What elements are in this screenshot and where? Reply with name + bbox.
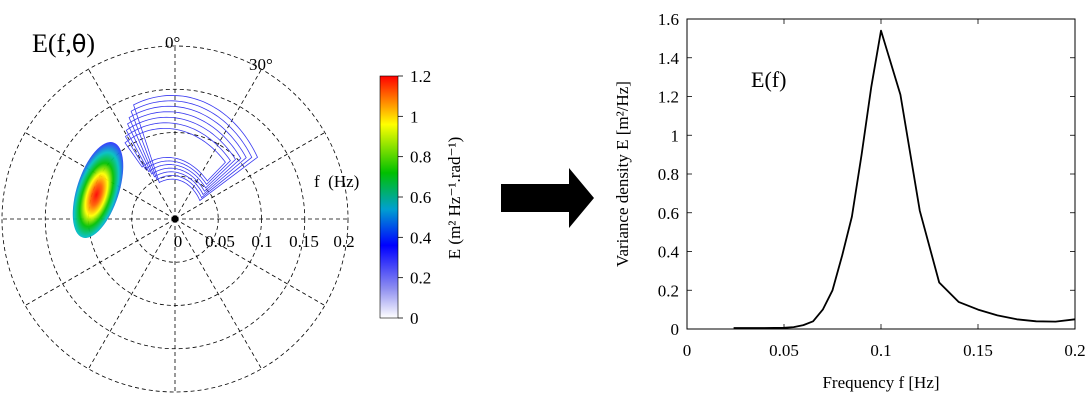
y-tick-label: 0.8 — [658, 165, 679, 184]
spectrum-contour — [130, 100, 253, 199]
spectrum-contour — [127, 111, 242, 192]
radial-tick-0: 0 — [174, 232, 183, 251]
spectrum-contour — [124, 127, 226, 182]
polar-spoke — [174, 218, 326, 306]
radial-tick-01: 0.1 — [251, 232, 272, 251]
polar-spoke — [88, 68, 176, 220]
angle-label-0: 0° — [165, 33, 180, 52]
radial-tick-015: 0.15 — [289, 232, 319, 251]
y-axis-label: Variance density E [m²/Hz] — [613, 81, 632, 267]
polar-spoke — [24, 218, 176, 306]
polar-ring — [1, 45, 349, 393]
polar-title-main: E(f, — [32, 29, 72, 58]
y-tick-label: 0.6 — [658, 204, 679, 223]
plot-frame — [686, 18, 1076, 330]
y-axis-ticks: 0 0.2 0.4 0.6 0.8 1 1.2 1.4 1.6 — [658, 10, 1075, 339]
y-tick-label: 0.4 — [658, 243, 680, 262]
polar-title: E(f,θ) — [32, 29, 95, 58]
polar-spoke — [88, 218, 176, 370]
polar-title-close: ) — [86, 29, 95, 58]
radial-axis-label: f (Hz) — [314, 172, 359, 191]
spectrum-line — [733, 29, 1076, 329]
x-axis-label: Frequency f [Hz] — [822, 373, 939, 392]
colorbar-tick-label: 1.2 — [410, 67, 431, 86]
y-tick-label: 0.2 — [658, 281, 679, 300]
colorbar-ticks: 0 0.2 0.4 0.6 0.8 1 1.2 — [398, 67, 432, 328]
colorbar-label: E (m² Hz⁻¹.rad⁻¹) — [445, 137, 464, 259]
colorbar: 0 0.2 0.4 0.6 0.8 1 1.2 E (m² Hz⁻¹.rad⁻¹) — [379, 67, 464, 328]
variance-density-chart: 0 0.05 0.1 0.15 0.2 00.20.40.60.811.21.41.6 … — [613, 10, 1086, 392]
x-tick-label: 0.2 — [1064, 341, 1085, 360]
spectrum-contour — [124, 122, 231, 186]
colorbar-tick-label: 0.2 — [410, 269, 431, 288]
colorbar-tick-label: 1 — [410, 107, 419, 126]
spectrum-contour — [133, 95, 259, 202]
y-tick-label: 1.4 — [658, 49, 680, 68]
colorbar-tick-label: 0 — [410, 309, 419, 328]
polar-spoke — [174, 68, 262, 220]
right-arrow-icon — [501, 168, 594, 228]
y-tick-label: 1.6 — [658, 10, 679, 29]
polar-title-theta: θ — [72, 30, 87, 58]
chart-title: E(f) — [751, 67, 786, 92]
colorbar-tick-label: 0.8 — [410, 148, 431, 167]
polar-center-dot — [171, 215, 179, 223]
y-tick-label: 0 — [671, 320, 680, 339]
x-tick-label: 0.15 — [963, 341, 993, 360]
directional-spectrum-contours — [72, 95, 259, 238]
colorbar-tick-label: 0.4 — [410, 228, 432, 247]
colorbar-scale — [379, 75, 399, 319]
polar-spectrum-plot: E(f,θ) 0° 30° f (Hz) 0 0.05 0.1 0.15 0.2 — [1, 29, 359, 393]
polar-spoke — [174, 132, 326, 220]
x-tick-label: 0 — [683, 341, 692, 360]
polar-spoke — [174, 218, 262, 370]
colorbar-tick-label: 0.6 — [410, 188, 431, 207]
angle-label-30: 30° — [249, 55, 273, 74]
radial-tick-005: 0.05 — [205, 232, 235, 251]
spectrum-peak-region — [72, 142, 124, 238]
y-tick-label: 1 — [671, 126, 680, 145]
radial-tick-02: 0.2 — [333, 232, 354, 251]
spectrum-contour — [128, 105, 247, 196]
x-axis-ticks: 0 0.05 0.1 0.15 0.2 — [683, 19, 1086, 360]
y-tick-label: 1.2 — [658, 88, 679, 107]
x-tick-label: 0.05 — [769, 341, 799, 360]
x-tick-label: 0.1 — [870, 341, 891, 360]
spectrum-contour — [125, 116, 237, 189]
